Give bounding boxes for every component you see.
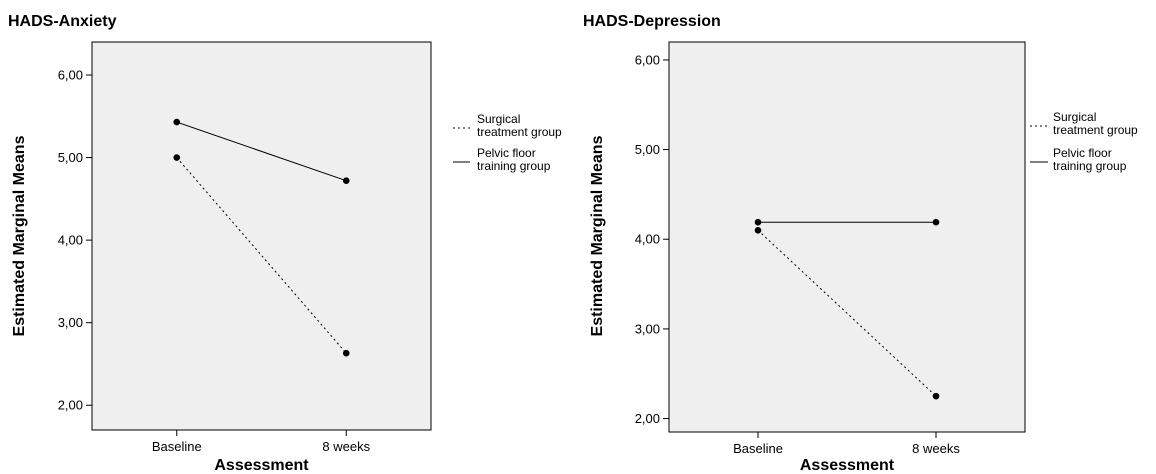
y-tick-label: 6,00 [635,52,660,67]
chart-title: HADS-Anxiety [8,13,117,30]
legend-label-line: Surgical [477,112,520,126]
data-point [173,154,181,161]
y-tick-label: 6,00 [58,68,83,83]
series-line-2 [176,121,347,182]
legend-label-2: Pelvic floor training group [477,146,551,173]
legend-label-1: Surgical treatment group [477,112,562,139]
chart-panel-1: HADS-Anxiety 2,00 3,00 4,00 5,00 6,00 Baseline… [8,13,562,474]
y-tick-label: 3,00 [635,321,660,336]
y-tick-label: 2,00 [635,411,660,426]
series-line-1 [176,157,347,354]
data-point [754,226,762,234]
legend-label-2: Pelvic floor training group [1053,146,1127,173]
legend-label-line: treatment group [1053,123,1138,137]
y-tick-label: 2,00 [58,398,83,413]
data-point [754,218,762,226]
data-point [173,118,181,126]
legend-label-line: Pelvic floor [1053,146,1112,160]
legend-label-1: Surgical treatment group [1053,110,1138,137]
legend-label-line: Surgical [1053,110,1096,124]
data-point [342,177,350,184]
y-tick-label: 4,00 [635,232,660,247]
y-tick-label: 3,00 [58,315,83,330]
legend-label-line: training group [1053,159,1127,173]
legend-label-line: training group [477,159,551,173]
data-point [342,349,350,357]
y-tick-label: 5,00 [635,142,660,157]
x-tick-label: 8 weeks [322,439,370,454]
x-tick-label: 8 weeks [912,441,960,456]
chart-panel-2: HADS-Depression 2,00 3,00 4,00 5,00 6,00 Basel… [583,13,1138,474]
y-tick-label: 4,00 [58,233,83,248]
y-axis-label: Estimated Marginal Means [589,135,606,336]
x-tick-label: Baseline [152,439,202,454]
plot-area [668,41,1026,433]
x-axis-label: Assessment [214,457,309,474]
y-axis-label: Estimated Marginal Means [11,135,28,336]
y-tick-label: 5,00 [58,150,83,165]
data-point [932,218,940,226]
plot-area [91,41,432,431]
data-point [932,392,940,400]
legend-label-line: treatment group [477,125,562,139]
series-line-1 [757,229,937,397]
x-axis-label: Assessment [800,457,895,474]
legend-label-line: Pelvic floor [477,146,536,160]
x-tick-label: Baseline [733,441,783,456]
chart-title: HADS-Depression [583,13,721,30]
